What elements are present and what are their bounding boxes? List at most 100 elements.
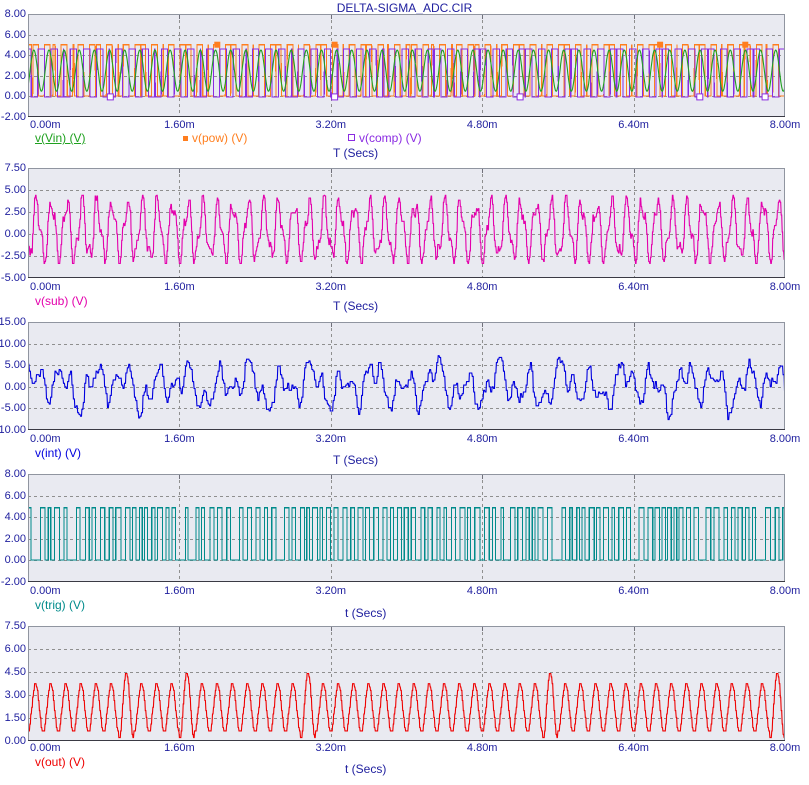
plot-border <box>28 168 785 278</box>
x-tick-label: 4.80m <box>466 585 498 597</box>
x-tick-label: 1.60m <box>164 281 195 293</box>
open-square-marker-icon <box>348 134 355 141</box>
y-tick-label: 0.00 <box>4 735 26 747</box>
plot-area-out[interactable] <box>28 626 785 741</box>
filled-square-marker-icon <box>657 41 664 48</box>
x-tick-label: 0.00m <box>30 281 61 293</box>
trace-label-vvin[interactable]: v(Vin) (V) <box>35 131 86 145</box>
x-axis-title-input: T (Secs) <box>333 146 379 160</box>
y-tick-label: 0.00 <box>4 554 26 567</box>
y-tick-label: 0.00 <box>4 380 26 393</box>
filled-square-marker-icon <box>331 41 338 48</box>
plot-area-int[interactable] <box>28 322 785 430</box>
y-tick-label: 10.00 <box>0 337 26 350</box>
x-tick-label: 0.00m <box>30 585 61 597</box>
x-tick-label: 3.20m <box>315 742 347 754</box>
x-tick-label: 3.20m <box>315 433 347 445</box>
x-tick-label: 6.40m <box>618 281 649 293</box>
open-square-marker-icon <box>331 93 339 101</box>
gridlines <box>28 322 785 430</box>
y-tick-label: 4.00 <box>4 49 26 62</box>
x-tick-label: 4.80m <box>466 742 498 754</box>
trace-v-sub-v <box>28 194 785 265</box>
trace-v-vin-v <box>28 49 785 92</box>
trace-label-vtrig[interactable]: v(trig) (V) <box>35 598 85 612</box>
plot-area-trig[interactable] <box>28 474 785 582</box>
y-tick-label: 5.00 <box>4 359 26 372</box>
y-tick-label: 8.00 <box>4 468 26 480</box>
y-tick-label: -2.50 <box>0 250 26 262</box>
x-tick-label: 0.00m <box>30 119 61 131</box>
y-tick-label: 6.00 <box>4 643 26 655</box>
y-tick-label: 6.00 <box>4 489 26 502</box>
y-tick-label: -2.00 <box>0 576 26 588</box>
waveform-svg-sub <box>28 168 785 278</box>
plot-area-sub[interactable] <box>28 168 785 278</box>
x-tick-label: 6.40m <box>618 433 649 445</box>
y-tick-label: 4.00 <box>4 511 26 524</box>
open-square-marker-icon <box>106 93 114 101</box>
plot-area-input[interactable] <box>28 14 785 117</box>
y-tick-label: 0.00 <box>4 228 26 240</box>
x-tick-label: 1.60m <box>164 433 195 445</box>
trace-label-vsub[interactable]: v(sub) (V) <box>35 294 88 308</box>
y-tick-label: 3.00 <box>4 689 26 701</box>
y-tick-label: 0.00 <box>4 90 26 103</box>
y-tick-label: 15.00 <box>0 316 26 328</box>
x-tick-label: 0.00m <box>30 742 61 754</box>
y-tick-label: 8.00 <box>4 8 26 20</box>
trace-v-trig-v <box>28 507 785 561</box>
waveform-svg-input <box>28 14 785 117</box>
x-tick-label: 4.80m <box>466 281 498 293</box>
y-tick-label: 6.00 <box>4 28 26 41</box>
x-tick-label: 3.20m <box>315 119 347 131</box>
x-tick-label: 3.20m <box>315 585 347 597</box>
x-tick-label: 1.60m <box>164 742 195 754</box>
x-tick-label: 0.00m <box>30 433 61 445</box>
x-tick-label: 4.80m <box>466 433 498 445</box>
y-tick-label: 4.50 <box>4 666 26 678</box>
x-tick-label: 8.00m <box>769 119 801 131</box>
trace-v-out-v <box>28 672 785 739</box>
waveform-svg-out <box>28 626 785 741</box>
filled-square-marker-icon <box>214 41 221 48</box>
open-square-marker-icon <box>696 93 704 101</box>
y-tick-label: 7.50 <box>4 620 26 632</box>
trace-v-comp-v <box>28 48 785 98</box>
open-square-marker-icon <box>516 93 524 101</box>
x-tick-label: 6.40m <box>618 585 649 597</box>
x-tick-label: 1.60m <box>164 119 195 131</box>
trace-label-vint[interactable]: v(int) (V) <box>35 446 81 460</box>
trace-label-vout[interactable]: v(out) (V) <box>35 755 86 769</box>
filled-square-marker-icon <box>742 41 749 48</box>
filled-square-marker-icon <box>183 136 188 141</box>
trace-label-vcomp[interactable]: v(comp) (V) <box>348 131 422 145</box>
y-tick-label: -2.00 <box>0 111 26 123</box>
y-tick-label: 1.50 <box>4 712 26 724</box>
open-square-marker-icon <box>761 93 769 101</box>
gridlines <box>28 168 785 278</box>
x-tick-label: 6.40m <box>618 119 649 131</box>
x-tick-label: 1.60m <box>164 585 195 597</box>
trace-v-int-v <box>28 355 785 421</box>
y-tick-label: -5.00 <box>0 272 26 284</box>
x-axis-title-int: T (Secs) <box>333 453 379 467</box>
x-tick-label: 8.00m <box>769 281 801 293</box>
y-tick-label: 5.00 <box>4 184 26 196</box>
y-tick-label: 7.50 <box>4 162 26 174</box>
y-tick-label: 2.50 <box>4 206 26 218</box>
x-tick-label: 8.00m <box>769 742 801 754</box>
x-axis-title-sub: T (Secs) <box>333 299 379 313</box>
waveform-svg-int <box>28 322 785 430</box>
y-tick-label: 2.00 <box>4 69 26 82</box>
gridlines <box>28 474 785 582</box>
waveform-svg-trig <box>28 474 785 582</box>
trace-label-vpow[interactable]: v(pow) (V) <box>183 131 247 145</box>
x-tick-label: 4.80m <box>466 119 498 131</box>
y-tick-label: 2.00 <box>4 532 26 545</box>
y-tick-label: -5.00 <box>0 402 26 415</box>
page-title: DELTA-SIGMA_ADC.CIR <box>336 1 473 15</box>
y-tick-label: -10.00 <box>0 424 26 436</box>
x-tick-label: 6.40m <box>618 742 649 754</box>
